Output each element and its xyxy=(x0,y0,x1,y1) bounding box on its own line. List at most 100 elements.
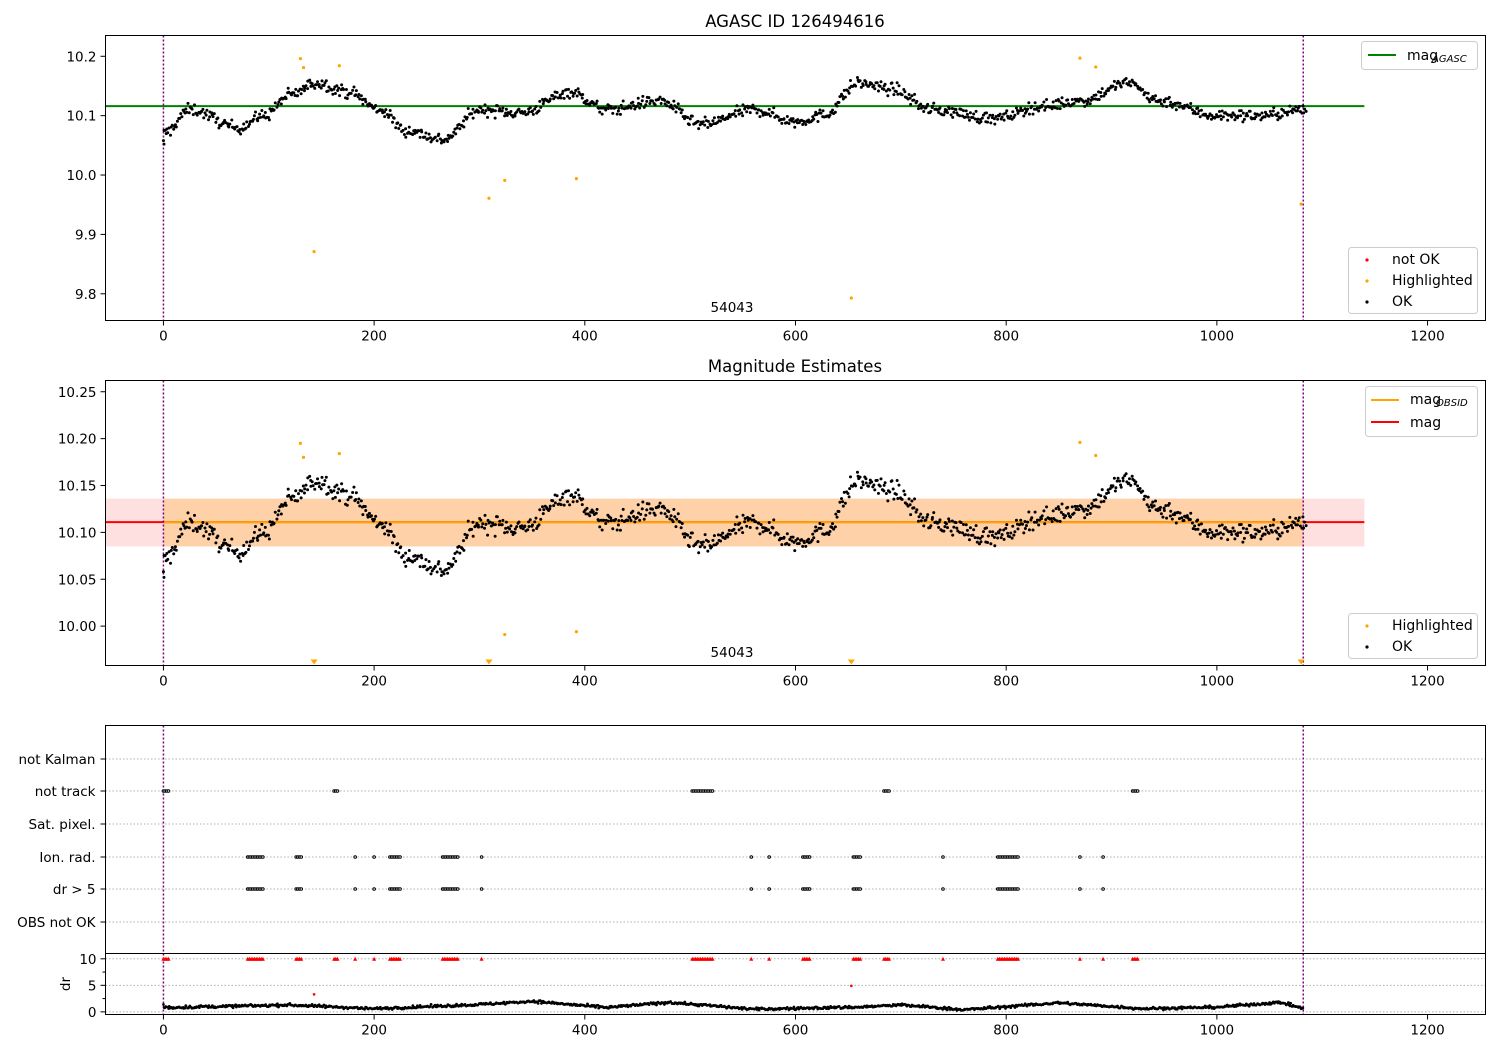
ok-point xyxy=(1194,527,1198,531)
ok-point xyxy=(719,119,723,123)
ok-point xyxy=(1097,98,1101,102)
ok-point xyxy=(451,134,455,138)
ok-point xyxy=(481,108,485,112)
ok-point xyxy=(642,105,646,109)
ok-point xyxy=(463,115,467,119)
ok-point xyxy=(780,118,784,122)
ok-point xyxy=(573,91,577,95)
ok-point xyxy=(858,79,862,83)
ok-point xyxy=(802,120,806,124)
ok-point xyxy=(814,110,818,114)
flag-point xyxy=(941,887,945,891)
ok-point xyxy=(614,517,618,521)
ok-point xyxy=(173,545,177,549)
ok-point xyxy=(1199,108,1203,112)
ok-point xyxy=(574,89,578,93)
flag-category-label: OBS not OK xyxy=(17,915,97,931)
ok-point xyxy=(1000,533,1004,537)
ok-point xyxy=(916,107,920,111)
ok-point xyxy=(1191,527,1195,531)
ok-point xyxy=(1239,522,1243,526)
ok-point xyxy=(990,533,994,537)
ok-point xyxy=(944,522,948,526)
ok-point xyxy=(616,109,620,113)
ok-point xyxy=(258,528,262,532)
ok-point xyxy=(672,99,676,103)
ok-point xyxy=(686,533,690,537)
ok-point xyxy=(683,535,687,539)
ok-point xyxy=(891,86,895,90)
ok-point xyxy=(513,114,517,118)
ok-point xyxy=(1124,77,1128,81)
ok-point xyxy=(949,113,953,117)
ok-point xyxy=(435,139,439,143)
ok-point xyxy=(1285,529,1289,533)
ok-point xyxy=(641,500,645,504)
ok-point xyxy=(884,492,888,496)
ok-point xyxy=(1037,523,1041,527)
ok-point xyxy=(950,106,954,110)
ok-point xyxy=(878,84,882,88)
ok-point xyxy=(1206,535,1210,539)
ok-point xyxy=(594,102,598,106)
ok-point xyxy=(493,534,497,538)
ok-point xyxy=(924,518,928,522)
not-ok-marker xyxy=(710,956,715,961)
ok-point xyxy=(1054,507,1058,511)
ok-point xyxy=(290,498,294,502)
ok-point xyxy=(1077,99,1081,103)
ok-point xyxy=(687,545,691,549)
ok-point xyxy=(484,522,488,526)
ok-point xyxy=(551,94,555,98)
ok-point xyxy=(437,132,441,136)
ok-point xyxy=(1291,526,1295,530)
dr-point xyxy=(792,1005,796,1009)
ok-point xyxy=(755,111,759,115)
ok-point xyxy=(1138,86,1142,90)
ok-point xyxy=(562,96,566,100)
ok-point xyxy=(521,527,525,531)
ok-point xyxy=(383,532,387,536)
ok-point xyxy=(1058,107,1062,111)
ok-point xyxy=(669,514,673,518)
ok-point xyxy=(1042,100,1046,104)
ok-point xyxy=(883,82,887,86)
y-tick-label: 10.15 xyxy=(58,479,97,495)
ok-point xyxy=(943,525,947,529)
ok-point xyxy=(847,91,851,95)
ok-point xyxy=(201,521,205,525)
ok-point xyxy=(930,515,934,519)
ok-point xyxy=(275,105,279,109)
ok-point xyxy=(277,509,281,513)
ok-point xyxy=(418,565,422,569)
ok-point xyxy=(1013,113,1017,117)
ok-point xyxy=(217,550,221,554)
ok-point xyxy=(870,82,874,86)
ok-point xyxy=(929,109,933,113)
ok-point xyxy=(495,104,499,108)
ok-point xyxy=(1083,104,1087,108)
ok-point xyxy=(1246,531,1250,535)
ok-point xyxy=(838,95,842,99)
ok-point xyxy=(780,121,784,125)
ok-point xyxy=(947,107,951,111)
ok-point xyxy=(1276,526,1280,530)
ok-point xyxy=(216,116,220,120)
ok-point xyxy=(204,113,208,117)
ok-point xyxy=(358,97,362,101)
ok-point xyxy=(465,533,469,537)
ok-point xyxy=(568,503,572,507)
ok-point xyxy=(745,110,749,114)
ok-point xyxy=(523,110,527,114)
ok-point xyxy=(442,572,446,576)
ok-point xyxy=(1118,479,1122,483)
ok-point xyxy=(537,523,541,527)
ok-point xyxy=(815,113,819,117)
flag-point xyxy=(372,855,376,859)
ok-point xyxy=(993,544,997,548)
ok-point xyxy=(831,522,835,526)
flag-point xyxy=(807,855,812,859)
ok-point xyxy=(269,523,273,527)
agasc-obsid-label: 54043 xyxy=(711,300,754,316)
ok-point xyxy=(895,478,899,482)
